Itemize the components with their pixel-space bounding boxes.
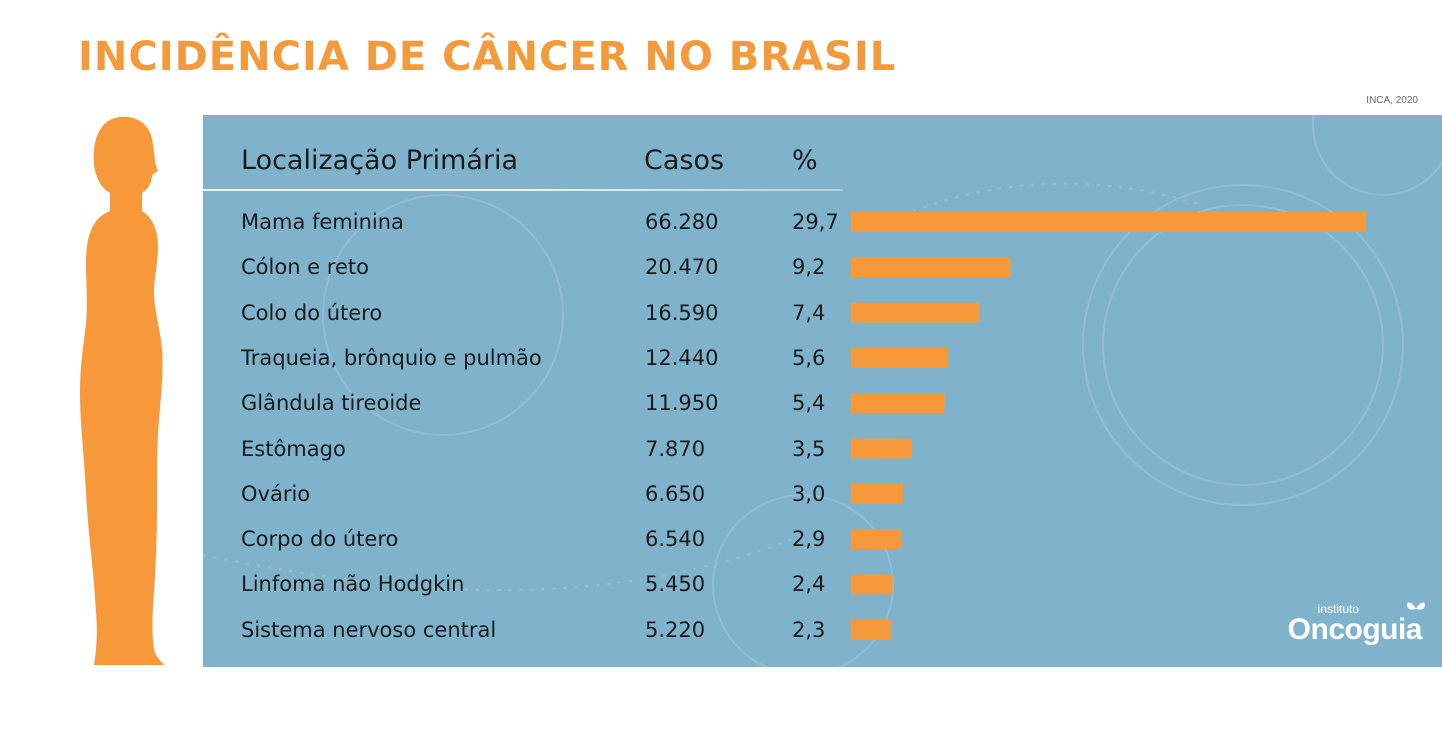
column-header-cases: Casos [644,145,725,176]
row-location: Ovário [241,481,311,506]
row-cases: 6.650 [645,481,706,506]
human-silhouette-icon [80,116,164,665]
row-percent: 5,6 [792,345,826,370]
row-cases: 6.540 [645,527,706,552]
row-location: Linfoma não Hodgkin [241,572,465,597]
row-location: Sistema nervoso central [241,617,497,642]
bar-3 [851,347,949,368]
bar-9 [851,619,891,640]
row-percent: 2,3 [792,617,826,642]
row-cases: 11.950 [645,391,719,416]
bar-2 [851,302,980,323]
row-location: Cólon e reto [241,255,369,280]
bar-0 [851,212,1366,232]
column-header-location: Localização Primária [241,145,519,176]
bar-1 [851,257,1011,278]
bar-5 [851,438,912,459]
row-location: Colo do útero [241,300,383,325]
row-percent: 9,2 [792,255,826,280]
row-cases: 5.220 [645,617,706,642]
bar-chart [851,212,1366,640]
row-percent: 2,9 [792,527,826,552]
butterfly-icon [1406,602,1426,610]
row-location: Estômago [241,436,346,461]
row-percent: 3,0 [792,481,826,506]
logo-text: Oncoguia [1287,613,1423,646]
row-percent: 29,7 [792,210,839,234]
logo-small-text: instituto [1317,602,1360,616]
bar-6 [851,483,904,504]
oncoguia-logo: instituto Oncoguia [1287,602,1426,646]
header-divider [203,189,843,191]
source-note: INCA, 2020 [1366,95,1418,106]
row-percent: 3,5 [792,436,826,461]
row-cases: 12.440 [645,345,719,370]
bar-8 [851,574,893,595]
row-location: Mama feminina [241,210,404,234]
row-percent: 7,4 [792,300,826,325]
column-header-percent: % [792,145,818,176]
row-location: Glândula tireoide [241,391,422,416]
bar-4 [851,393,945,414]
row-cases: 16.590 [645,300,719,325]
chart-panel: Localização Primária Casos % Mama femini… [203,115,1442,667]
background-decoration [203,115,1442,667]
row-location: Corpo do útero [241,527,399,552]
row-cases: 5.450 [645,572,706,597]
row-cases: 20.470 [645,255,719,280]
bar-7 [851,529,902,550]
page-title: INCIDÊNCIA DE CÂNCER NO BRASIL [78,34,897,80]
row-cases: 7.870 [645,436,706,461]
row-percent: 2,4 [792,572,826,597]
row-location: Traqueia, brônquio e pulmão [241,345,542,370]
row-percent: 5,4 [792,391,826,416]
row-cases: 66.280 [645,210,719,234]
